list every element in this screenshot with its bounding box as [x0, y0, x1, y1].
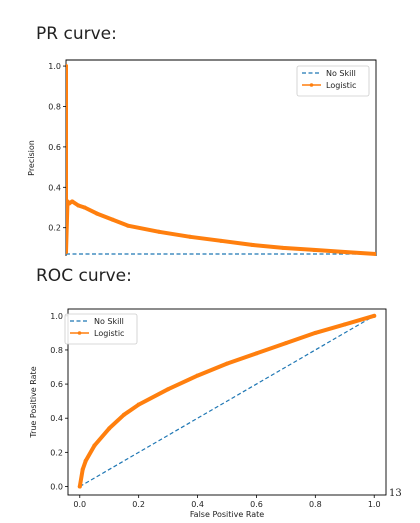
pr-logistic-point — [76, 203, 81, 208]
roc-y-tick-label: 1.0 — [50, 312, 63, 321]
pr-logistic-point — [126, 223, 130, 228]
pr-logistic-point — [70, 199, 75, 204]
roc-logistic-point — [107, 426, 112, 431]
pr-y-tick-label: 0.8 — [48, 102, 61, 111]
roc-logistic-point — [225, 361, 229, 366]
roc-y-tick-label: 0.2 — [50, 448, 63, 457]
pr-logistic-point — [188, 234, 192, 239]
pr-logistic-point — [343, 249, 347, 254]
roc-y-tick-label: 0.8 — [50, 346, 63, 355]
pr-logistic-point — [110, 217, 115, 222]
roc-x-tick-label: 1.0 — [368, 500, 381, 509]
pr-logistic-point — [312, 247, 316, 252]
pr-y-axis-label: Precision — [27, 140, 36, 176]
pr-logistic-point — [82, 205, 87, 210]
roc-logistic-point — [254, 351, 259, 356]
roc-plot-area — [77, 313, 377, 489]
roc-logistic-point — [166, 387, 171, 392]
roc-logistic-point — [372, 313, 377, 318]
roc-logistic-point — [195, 373, 200, 378]
pr-logistic-point — [66, 64, 68, 69]
pr-y-tick-label: 0.2 — [48, 224, 61, 233]
pr-legend-label-logistic: Logistic — [326, 81, 356, 90]
roc-logistic-point — [283, 341, 288, 346]
roc-logistic-point — [83, 458, 88, 463]
pr-logistic-point — [374, 251, 376, 256]
roc-y-tick-label: 0.6 — [50, 380, 63, 389]
pr-y-tick-label: 0.4 — [48, 183, 61, 192]
pr-logistic-point — [66, 165, 68, 170]
roc-y-tick-label: 0.0 — [50, 482, 63, 491]
roc-axes-frame — [67, 308, 387, 496]
pr-logistic-point — [67, 201, 72, 206]
pr-logistic-point — [281, 245, 285, 250]
roc-y-tick-label: 0.4 — [50, 414, 63, 423]
roc-logistic-point — [92, 443, 97, 448]
roc-legend-marker-logistic — [77, 331, 82, 335]
roc-x-tick-label: 0.8 — [309, 500, 322, 509]
page-number: 13 — [389, 488, 402, 499]
roc-logistic-point — [342, 322, 347, 327]
roc-legend-label-no-skill: No Skill — [94, 317, 124, 326]
roc-no-skill-line — [79, 315, 375, 488]
roc-curve-heading: ROC curve: — [36, 266, 132, 286]
roc-x-tick-label: 0.6 — [250, 500, 263, 509]
pr-logistic-point — [66, 249, 68, 254]
roc-logistic-point — [136, 402, 141, 407]
pr-legend-marker-logistic — [309, 83, 314, 87]
roc-legend-label-logistic: Logistic — [94, 329, 124, 338]
pr-logistic-point — [250, 242, 254, 247]
roc-y-axis-label: True Positive Rate — [29, 366, 38, 438]
pr-legend-label-no-skill: No Skill — [326, 69, 356, 78]
pr-y-tick-label: 1.0 — [48, 62, 61, 71]
pr-logistic-point — [219, 238, 223, 243]
roc-x-axis-label: False Positive Rate — [190, 510, 264, 519]
roc-logistic-point — [80, 467, 85, 472]
roc-x-tick-label: 0.4 — [191, 500, 204, 509]
roc-x-tick-label: 0.2 — [132, 500, 145, 509]
roc-logistic-point — [313, 330, 318, 335]
pr-y-tick-label: 0.6 — [48, 143, 61, 152]
pr-logistic-point — [95, 211, 99, 216]
pr-curve-heading: PR curve: — [36, 24, 117, 44]
pr-plot-area — [66, 64, 376, 256]
roc-logistic-point — [77, 484, 82, 489]
roc-logistic-point — [121, 412, 126, 417]
roc-x-tick-label: 0.0 — [73, 500, 86, 509]
pr-logistic-point — [157, 229, 161, 234]
